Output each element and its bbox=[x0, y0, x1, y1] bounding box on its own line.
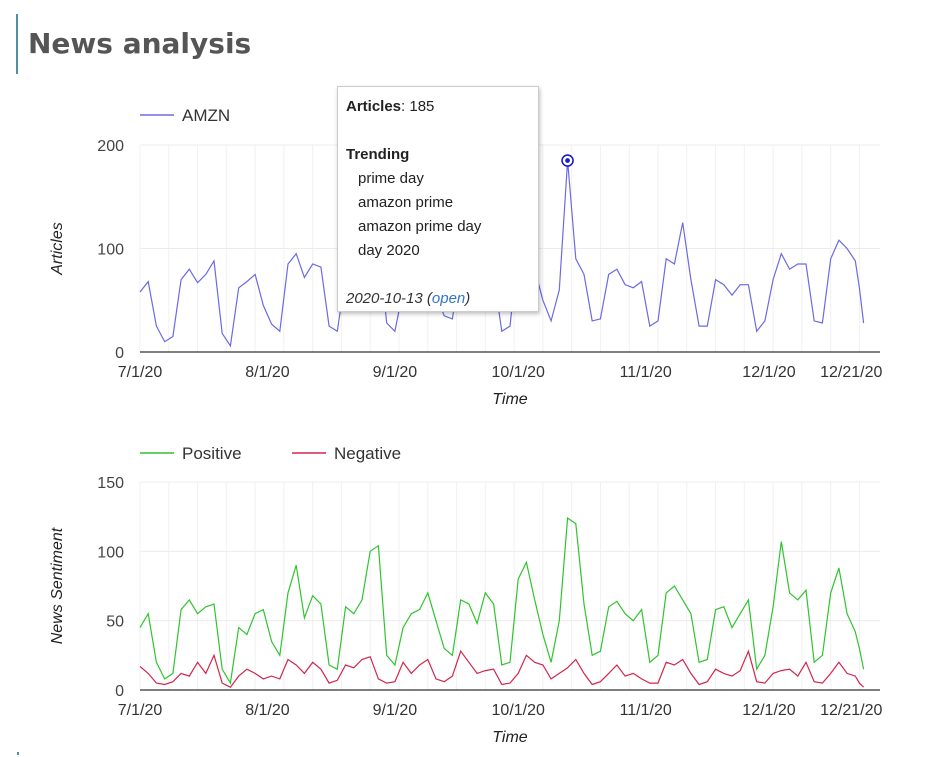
series-line-negative bbox=[139, 649, 865, 688]
legend-item-amzn[interactable]: AMZN bbox=[140, 106, 230, 125]
legend-label: Negative bbox=[334, 444, 401, 463]
x-tick-label: 7/1/20 bbox=[118, 364, 163, 381]
legend-item-negative[interactable]: Negative bbox=[292, 444, 401, 463]
x-axis-title: Time bbox=[492, 729, 528, 746]
x-tick-label: 9/1/20 bbox=[373, 702, 418, 719]
tooltip-articles-value: 185 bbox=[409, 98, 435, 115]
legend-label: Positive bbox=[182, 444, 242, 463]
y-tick-label: 100 bbox=[97, 242, 124, 259]
y-axis-title: Articles bbox=[49, 222, 66, 275]
tooltip-open-link[interactable]: open bbox=[431, 290, 466, 307]
tooltip-trending-term: amazon prime day bbox=[358, 218, 482, 235]
y-tick-label: 0 bbox=[115, 345, 124, 362]
x-tick-label: 9/1/20 bbox=[373, 364, 418, 381]
y-tick-label: 100 bbox=[97, 544, 124, 561]
legend-label: AMZN bbox=[182, 106, 230, 125]
tooltip-trending-term: prime day bbox=[358, 170, 424, 187]
x-tick-label: 11/1/20 bbox=[620, 702, 672, 719]
x-tick-label: 8/1/20 bbox=[245, 702, 290, 719]
series-line-positive bbox=[139, 517, 865, 685]
tooltip-trending-term: day 2020 bbox=[358, 242, 420, 259]
section-header: News analysis bbox=[16, 14, 251, 74]
legend-item-positive[interactable]: Positive bbox=[140, 444, 242, 463]
page-title: News analysis bbox=[28, 27, 252, 60]
sentiment-chart: 0 50 100 150 7/1/20 8/1/20 9/1/20 10/1/20 11/1/2… bbox=[49, 444, 882, 746]
x-tick-label: 12/21/20 bbox=[820, 702, 882, 719]
tooltip-trending-term: amazon prime bbox=[358, 194, 454, 211]
x-axis-title: Time bbox=[492, 391, 528, 408]
y-tick-label: 150 bbox=[97, 475, 124, 492]
x-tick-label: 12/1/20 bbox=[742, 702, 795, 719]
x-tick-label: 11/1/20 bbox=[620, 364, 672, 381]
section-divider-marker bbox=[17, 752, 19, 755]
x-tick-label: 12/1/20 bbox=[742, 364, 795, 381]
x-tick-label: 10/1/20 bbox=[492, 364, 545, 381]
x-tick-label: 10/1/20 bbox=[492, 702, 545, 719]
series-line-amzn bbox=[139, 160, 865, 348]
y-tick-label: 200 bbox=[97, 138, 124, 155]
highlight-marker-inner bbox=[565, 158, 570, 163]
y-axis-title: News Sentiment bbox=[49, 527, 66, 644]
x-tick-label: 12/21/20 bbox=[820, 364, 882, 381]
tooltip-trending-heading: Trending bbox=[346, 146, 410, 163]
y-tick-label: 50 bbox=[106, 614, 124, 631]
chart-tooltip: Articles: 185 Trending prime day amazon … bbox=[337, 86, 539, 312]
x-tick-label: 8/1/20 bbox=[245, 364, 290, 381]
y-tick-label: 0 bbox=[115, 683, 124, 700]
tooltip-date: 2020-10-13 bbox=[346, 290, 423, 307]
tooltip-date-row: 2020-10-13 (open) bbox=[346, 290, 471, 307]
x-tick-label: 7/1/20 bbox=[118, 702, 163, 719]
tooltip-articles-row: Articles: 185 bbox=[346, 98, 435, 115]
tooltip-articles-label: Articles bbox=[346, 98, 402, 115]
